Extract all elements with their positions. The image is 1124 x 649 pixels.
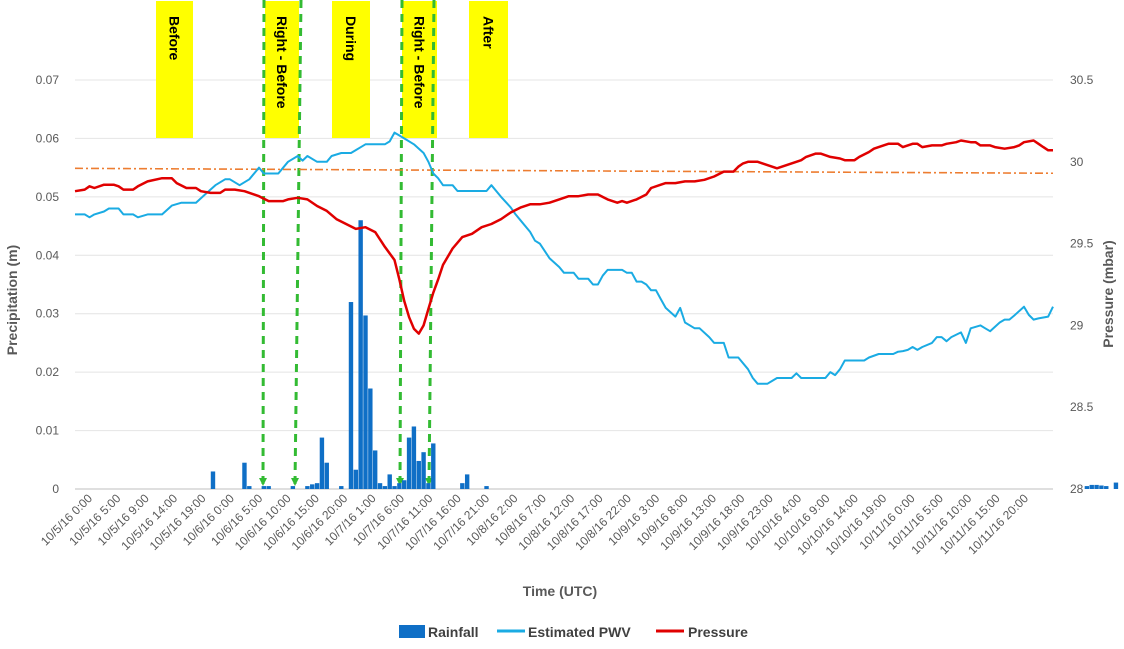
rainfall-bar xyxy=(247,486,252,489)
rainfall-bar xyxy=(210,471,216,489)
phase-box xyxy=(402,1,437,138)
left-axis-title: Precipitation (m) xyxy=(4,245,20,355)
right-tick-label: 28 xyxy=(1070,482,1084,496)
rainfall-bar xyxy=(372,450,378,489)
phase-label: Right - Before xyxy=(274,16,290,109)
left-tick-label: 0.02 xyxy=(36,365,60,379)
rainfall-bar xyxy=(358,220,363,489)
rainfall-bar xyxy=(324,462,329,489)
phase-label: Before xyxy=(167,16,183,61)
rainfall-bar xyxy=(406,437,412,489)
rainfall-bar xyxy=(411,426,417,489)
left-tick-label: 0.05 xyxy=(36,190,60,204)
rainfall-bar xyxy=(1099,485,1104,489)
rainfall-bar xyxy=(397,483,402,489)
legend-label-pwv: Estimated PWV xyxy=(528,624,631,640)
rainfall-bar xyxy=(305,486,310,489)
left-tick-label: 0.01 xyxy=(36,424,60,438)
rainfall-bar xyxy=(387,474,392,489)
series-lines xyxy=(74,131,1054,385)
right-tick-label: 29.5 xyxy=(1070,237,1094,251)
phase-divider xyxy=(261,0,266,485)
rainfall-bar xyxy=(290,486,296,489)
rainfall-bar xyxy=(266,486,271,489)
rainfall-bar xyxy=(1084,486,1090,489)
rainfall-bar xyxy=(261,486,267,489)
rainfall-bar xyxy=(464,474,470,489)
rainfall-bar xyxy=(368,388,373,489)
right-tick-label: 28.5 xyxy=(1070,400,1094,414)
phase-arrowhead xyxy=(259,478,267,486)
rainfall-bar xyxy=(314,483,320,489)
phase-arrowhead xyxy=(291,478,299,486)
phase-box xyxy=(469,1,508,138)
phase-box xyxy=(332,1,370,138)
rainfall-bar xyxy=(426,483,431,489)
legend-swatch-rainfall xyxy=(399,625,425,638)
x-axis-title: Time (UTC) xyxy=(523,583,597,599)
left-tick-label: 0.06 xyxy=(36,131,60,145)
rainfall-bar xyxy=(319,437,325,489)
rainfall-bar xyxy=(1104,486,1109,489)
left-tick-label: 0.04 xyxy=(36,248,60,262)
rainfall-bar xyxy=(421,452,426,489)
pressure-trend-line xyxy=(74,167,1054,175)
left-tick-label: 0.07 xyxy=(36,73,60,87)
rainfall-bar xyxy=(1113,482,1119,489)
axis-ticks: 0 0.01 0.02 0.03 0.04 0.05 0.06 0.07 28 28.5 29 29.… xyxy=(36,73,1094,558)
phase-annotations: Before Right - Before During Right - Before… xyxy=(156,0,508,486)
rainfall-bar xyxy=(353,469,359,489)
pwv-line xyxy=(75,131,1054,385)
rainfall-bar xyxy=(310,484,315,489)
rainfall-bar xyxy=(402,480,407,489)
right-tick-label: 30.5 xyxy=(1070,73,1094,87)
rainfall-bar xyxy=(431,443,436,489)
phase-arrowhead xyxy=(425,478,433,486)
rainfall-bar xyxy=(377,483,383,489)
phase-divider xyxy=(293,0,303,485)
right-axis-title: Pressure (mbar) xyxy=(1100,240,1116,347)
right-tick-label: 30 xyxy=(1070,155,1084,169)
rainfall-bars xyxy=(210,220,1119,489)
phase-box xyxy=(156,1,193,138)
legend-label-rainfall: Rainfall xyxy=(428,624,479,640)
phase-arrowhead xyxy=(396,478,404,486)
phase-box xyxy=(265,1,299,138)
phase-label: Right - Before xyxy=(412,16,428,109)
left-tick-label: 0 xyxy=(52,482,59,496)
rainfall-bar xyxy=(242,462,247,489)
rainfall-bar xyxy=(363,315,368,489)
rainfall-bar xyxy=(1089,484,1094,489)
right-tick-label: 29 xyxy=(1070,318,1084,332)
rainfall-bar xyxy=(416,460,421,489)
phase-label: After xyxy=(481,16,497,49)
pressure-line xyxy=(74,139,1053,335)
rainfall-bar xyxy=(484,486,489,489)
rainfall-bar xyxy=(382,486,388,489)
phase-divider xyxy=(398,0,404,485)
rainfall-bar xyxy=(339,486,344,489)
rainfall-bar xyxy=(460,483,465,489)
rainfall-bar xyxy=(348,302,354,489)
rainfall-bar xyxy=(1094,484,1099,489)
left-tick-label: 0.03 xyxy=(36,307,60,321)
rainfall-bar xyxy=(392,486,397,489)
gridlines xyxy=(75,79,1053,490)
phase-label: During xyxy=(343,16,359,61)
legend-label-pressure: Pressure xyxy=(688,624,748,640)
phase-divider xyxy=(427,0,436,485)
legend: Rainfall Estimated PWV Pressure xyxy=(399,624,748,640)
